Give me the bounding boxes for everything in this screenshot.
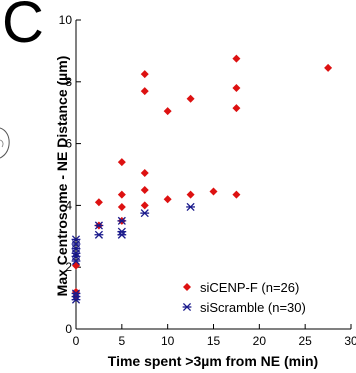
sicenp-f-point	[232, 54, 241, 63]
legend-marker-sicenp-f	[183, 283, 191, 291]
sicenp-f-point	[117, 158, 126, 167]
sicenp-f-point	[140, 87, 149, 96]
sicenp-f-point	[324, 63, 333, 72]
legend-marker-siscramble	[182, 302, 192, 312]
legend-label-sicenp-f: siCENP-F (n=26)	[200, 280, 299, 295]
x-tick-label: 0	[73, 334, 80, 348]
siscramble-point	[140, 209, 150, 218]
y-tick-label: 0	[65, 322, 72, 336]
panel-letter: C	[2, 0, 44, 55]
siscramble-point	[117, 230, 127, 239]
sicenp-f-point	[163, 107, 172, 116]
sicenp-f-point	[117, 202, 126, 211]
sicenp-f-point	[186, 190, 195, 199]
sicenp-f-point	[163, 195, 172, 204]
sicenp-f-point	[209, 187, 218, 196]
y-tick-label: 10	[59, 13, 73, 27]
siscramble-point	[71, 295, 81, 304]
sicenp-f-point	[140, 201, 149, 210]
siscramble-point	[71, 256, 81, 266]
data-points	[71, 54, 333, 304]
y-tick-label: 6	[65, 137, 72, 151]
sicenp-f-point	[117, 190, 126, 199]
sicenp-f-point	[94, 198, 103, 207]
x-axis-title: Time spent >3µm from NE (min)	[108, 353, 318, 369]
y-axis-title: Max Centrosome - NE Distance (µm)	[54, 56, 70, 297]
y-tick-label: 4	[65, 198, 72, 212]
x-tick-label: 5	[118, 334, 125, 348]
sicenp-f-point	[186, 94, 195, 103]
y-tick-label: 8	[65, 75, 72, 89]
sicenp-f-point	[140, 168, 149, 177]
sicenp-f-point	[232, 83, 241, 92]
sicenp-f-point	[232, 190, 241, 199]
sicenp-f-point	[232, 104, 241, 113]
sicenp-f-point	[140, 185, 149, 194]
x-tick-label: 20	[253, 334, 267, 348]
sicenp-f-point	[72, 261, 80, 270]
y-tick-label: 2	[65, 260, 72, 274]
x-tick-label: 25	[298, 334, 312, 348]
siscramble-point	[94, 221, 104, 230]
legend: siCENP-F (n=26) siScramble (n=30)	[182, 280, 306, 315]
x-tick-label: 10	[161, 334, 175, 348]
siscramble-point	[94, 230, 104, 239]
ticks: 0 2 4 6 8 10 0 5 10 15 20 25 30	[59, 13, 356, 348]
x-tick-label: 30	[344, 334, 356, 348]
siscramble-point	[117, 216, 127, 225]
legend-label-siscramble: siScramble (n=30)	[200, 300, 306, 315]
sicenp-f-point	[140, 70, 149, 79]
x-tick-label: 15	[207, 334, 221, 348]
siscramble-point	[186, 202, 195, 212]
